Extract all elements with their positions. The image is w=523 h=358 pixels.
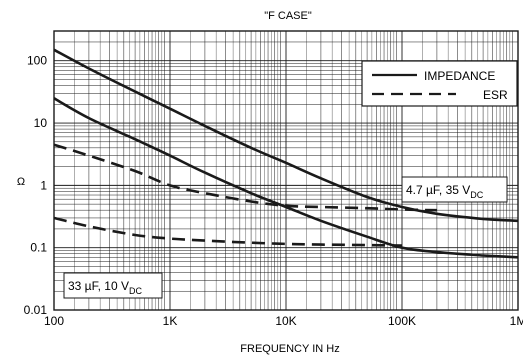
x-axis-label: FREQUENCY IN Hz — [240, 343, 339, 355]
legend-frame — [361, 60, 518, 107]
legend-label-esr: ESR — [483, 88, 508, 102]
annotation-4-7uf-sub: DC — [470, 190, 483, 200]
series-line-esr47 — [53, 143, 437, 212]
chart-title: "F CASE" — [264, 10, 312, 22]
annotation-33uf-box — [63, 272, 163, 299]
annotation-4-7uf: 4.7 µF, 35 VDC — [401, 176, 508, 203]
plot-frame — [53, 30, 519, 311]
x-tick-label: 1K — [163, 314, 178, 328]
y-tick-label: 100 — [27, 54, 47, 68]
annotation-33uf-text: 33 µF, 10 VDC — [68, 279, 142, 296]
legend-label-impedance: IMPEDANCE — [424, 69, 495, 83]
y-tick-label: 0.01 — [24, 303, 48, 317]
series-line-esr33 — [53, 216, 403, 247]
annotation-4-7uf-box — [401, 176, 508, 203]
y-axis-label: Ω — [17, 176, 25, 188]
annotation-33uf-sub: DC — [129, 286, 142, 296]
x-tick-label: 100 — [44, 314, 64, 328]
annotation-33uf-main: 33 µF, 10 V — [68, 279, 129, 293]
curves — [53, 48, 519, 259]
tick-labels: 100 1K 10K 100K 1M 0.01 0.1 1 10 100 — [24, 54, 523, 328]
annotation-4-7uf-main: 4.7 µF, 35 V — [406, 183, 470, 197]
annotation-4-7uf-text: 4.7 µF, 35 VDC — [406, 183, 484, 200]
x-tick-label: 1M — [510, 314, 523, 328]
annotation-33uf: 33 µF, 10 VDC — [63, 272, 163, 299]
legend: IMPEDANCE ESR — [361, 60, 518, 107]
series-line-imp47 — [53, 48, 519, 223]
y-tick-label: 10 — [34, 116, 48, 130]
y-tick-label: 0.1 — [30, 241, 47, 255]
x-tick-label: 100K — [388, 314, 416, 328]
x-tick-label: 10K — [275, 314, 296, 328]
y-tick-label: 1 — [40, 178, 47, 192]
